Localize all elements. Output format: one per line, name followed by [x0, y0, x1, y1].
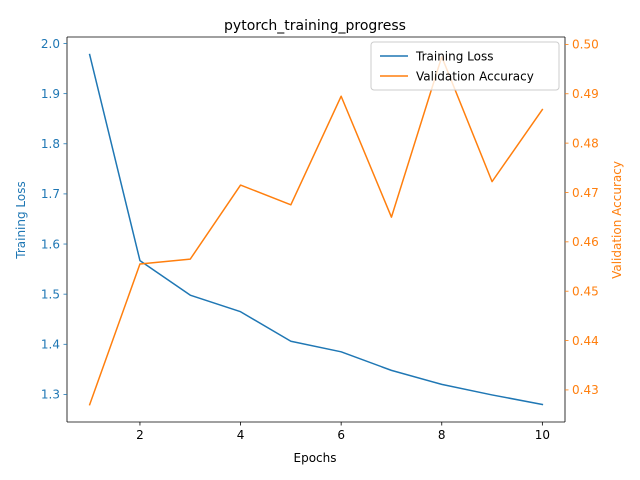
y-left-tick-label: 1.4 [41, 338, 60, 352]
series-line-training-loss [88, 53, 544, 406]
y-right-tick-label: 0.47 [572, 186, 599, 200]
x-tick-label: 8 [438, 428, 446, 442]
y-left-tick-label: 1.7 [41, 187, 60, 201]
y-right-tick-label: 0.43 [572, 383, 599, 397]
y-right-tick-label: 0.48 [572, 136, 599, 150]
y-right-tick-label: 0.46 [572, 235, 599, 249]
legend-label-training-loss: Training Loss [415, 50, 493, 64]
plot-background [67, 37, 565, 422]
x-axis-title: Epochs [294, 451, 337, 465]
x-tick-label: 6 [337, 428, 345, 442]
y-axis-right-title: Validation Accuracy [610, 161, 624, 279]
y-left-tick-label: 2.0 [41, 37, 60, 51]
x-axis: 2 4 6 8 10 [136, 422, 550, 442]
y-right-tick-label: 0.45 [572, 284, 599, 298]
series-layer [88, 53, 544, 406]
x-tick-label: 4 [237, 428, 245, 442]
y-left-tick-label: 1.8 [41, 137, 60, 151]
y-left-tick-label: 1.9 [41, 87, 60, 101]
y-axis-right: 0.43 0.44 0.45 0.46 0.47 0.48 0.49 0.50 [565, 38, 599, 397]
y-right-tick-label: 0.50 [572, 38, 599, 52]
y-left-tick-label: 1.5 [41, 287, 60, 301]
y-right-tick-label: 0.49 [572, 87, 599, 101]
y-left-tick-label: 1.6 [41, 237, 60, 251]
y-right-tick-label: 0.44 [572, 334, 599, 348]
y-left-tick-label: 1.3 [41, 388, 60, 402]
legend-box [370, 41, 560, 91]
plot-area [66, 36, 566, 423]
legend-label-validation-accuracy: Validation Accuracy [416, 70, 534, 84]
series-line-validation-accuracy [88, 55, 544, 406]
legend: Training Loss Validation Accuracy [370, 41, 560, 91]
chart-title: pytorch_training_progress [224, 18, 406, 34]
x-tick-label: 2 [136, 428, 144, 442]
x-tick-label: 10 [535, 428, 550, 442]
y-axis-left: 1.3 1.4 1.5 1.6 1.7 1.8 1.9 2.0 [41, 37, 67, 402]
y-axis-left-title: Training Loss [14, 181, 28, 259]
